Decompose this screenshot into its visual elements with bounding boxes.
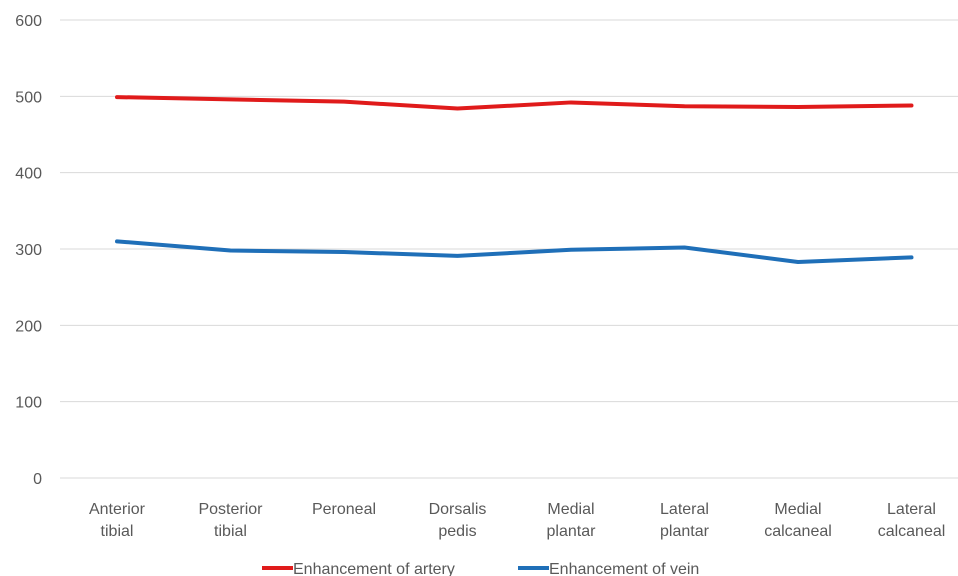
x-axis-tick-labels: Anterior tibial Posterior tibial Peroneal Dor… <box>89 501 945 540</box>
x-tick-label: Anterior tibial <box>89 501 146 540</box>
legend-label: Enhancement of artery <box>293 561 455 576</box>
x-tick-label-line: plantar <box>660 523 710 540</box>
y-tick-label: 600 <box>15 13 42 30</box>
x-tick-label-line: Anterior <box>89 501 146 518</box>
series-lines <box>115 95 914 264</box>
y-axis-tick-labels: 0 100 200 300 400 500 600 <box>15 13 42 488</box>
x-tick-label-line: Medial <box>547 501 594 518</box>
x-tick-label-line: calcaneal <box>878 523 946 540</box>
x-tick-label: Peroneal <box>312 501 376 518</box>
y-tick-label: 0 <box>33 471 42 488</box>
x-tick-label-line: Lateral <box>660 501 709 518</box>
x-tick-label-line: tibial <box>214 523 247 540</box>
x-tick-label: Lateral plantar <box>660 501 710 540</box>
x-tick-label: Medial calcaneal <box>764 501 832 540</box>
y-tick-label: 200 <box>15 318 42 335</box>
legend-label: Enhancement of vein <box>549 561 699 576</box>
x-tick-label: Medial plantar <box>547 501 597 540</box>
x-tick-label: Dorsalis pedis <box>429 501 487 540</box>
y-tick-label: 100 <box>15 395 42 412</box>
y-tick-label: 500 <box>15 89 42 106</box>
x-tick-label-line: tibial <box>101 523 134 540</box>
legend: Enhancement of artery Enhancement of vein <box>262 561 699 576</box>
x-tick-label-line: calcaneal <box>764 523 832 540</box>
x-tick-label-line: Medial <box>774 501 821 518</box>
x-tick-label-line: Peroneal <box>312 501 376 518</box>
x-tick-label-line: plantar <box>547 523 597 540</box>
x-tick-label-line: Lateral <box>887 501 936 518</box>
series-line-1 <box>115 239 914 264</box>
x-tick-label-line: Posterior <box>198 501 263 518</box>
x-tick-label: Posterior tibial <box>198 501 263 540</box>
y-tick-label: 400 <box>15 166 42 183</box>
x-tick-label-line: pedis <box>438 523 476 540</box>
y-tick-label: 300 <box>15 242 42 259</box>
x-tick-label-line: Dorsalis <box>429 501 487 518</box>
series-line-0 <box>115 95 914 111</box>
x-tick-label: Lateral calcaneal <box>878 501 946 540</box>
